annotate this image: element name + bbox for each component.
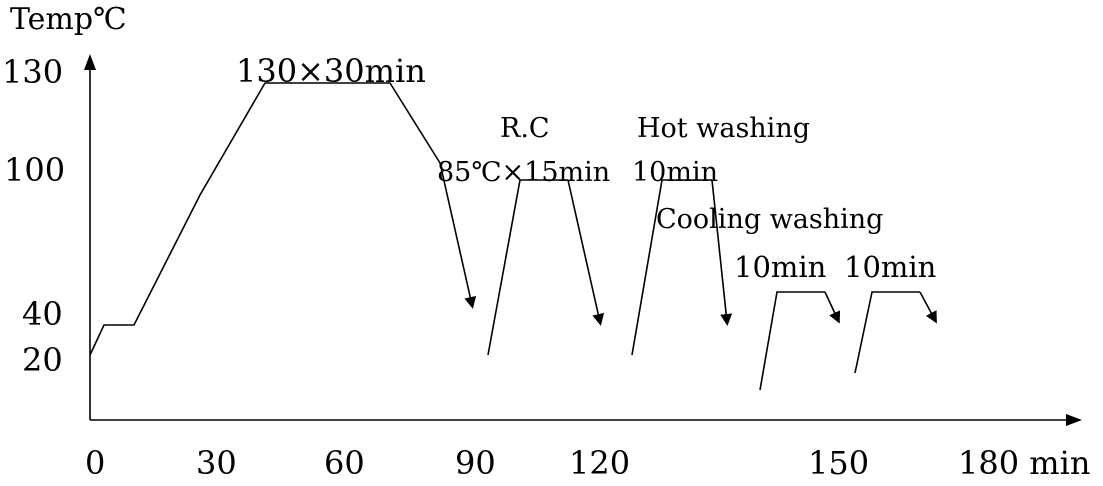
cool-wash-1-drain-arrow <box>824 291 841 324</box>
y-tick-100: 100 <box>4 151 65 189</box>
rc-profile-line <box>487 179 568 356</box>
rc-hold-label: 85℃×15min <box>437 157 610 188</box>
x-tick-60: 60 <box>324 444 365 481</box>
hot-wash-hold-label: 10min <box>632 157 718 188</box>
hot-wash-title: Hot washing <box>637 113 810 144</box>
cool-wash-1-hold-label: 10min <box>734 250 826 284</box>
x-tick-180-min: 180 min <box>958 444 1090 481</box>
cool-wash-1-profile-line <box>759 291 825 391</box>
y-axis-arrowhead <box>84 54 96 70</box>
hot-wash-drain-arrow <box>711 179 733 326</box>
x-tick-0: 0 <box>85 444 105 481</box>
x-tick-120: 120 <box>569 444 630 481</box>
x-tick-30: 30 <box>196 444 237 481</box>
cool-wash-2-hold-label: 10min <box>844 250 936 284</box>
y-tick-130: 130 <box>2 53 63 91</box>
cool-wash-2-drain-arrow <box>919 291 937 324</box>
cool-wash-2-profile-line <box>854 291 920 374</box>
x-tick-150: 150 <box>808 444 869 481</box>
cool-wash-title: Cooling washing <box>656 204 883 235</box>
rc-title: R.C <box>500 113 550 144</box>
dyeing-drain-arrow <box>439 162 477 309</box>
y-tick-20: 20 <box>22 341 63 379</box>
dyeing-hold-label: 130×30min <box>236 52 426 90</box>
hot-wash-profile-line <box>631 179 712 356</box>
axes <box>84 54 1082 426</box>
rc-drain-arrow <box>567 179 605 326</box>
y-axis-unit-label: Temp℃ <box>10 2 127 37</box>
y-tick-40: 40 <box>22 295 63 333</box>
x-axis-arrowhead <box>1066 414 1082 426</box>
dyeing-profile-line <box>89 82 441 356</box>
x-tick-90: 90 <box>455 444 496 481</box>
